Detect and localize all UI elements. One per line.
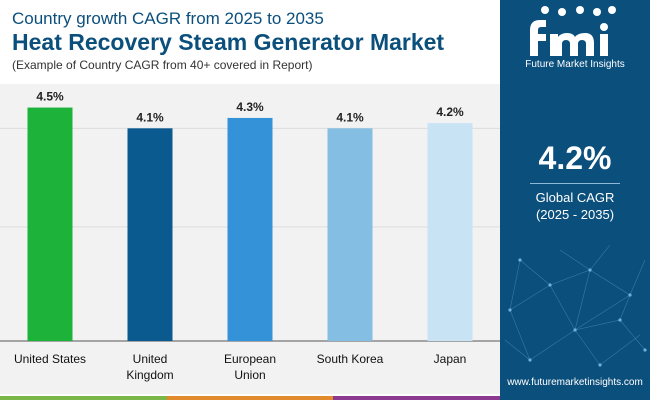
- global-cagr-period: (2025 - 2035): [535, 207, 615, 222]
- footer-stripe: [0, 396, 501, 400]
- fmi-logo-icon: [530, 6, 616, 56]
- bar-5: [427, 123, 473, 341]
- bar-1: [27, 107, 73, 341]
- x-tick-label-line: Japan: [434, 352, 467, 366]
- data-label-4: 4.1%: [336, 110, 364, 124]
- x-tick-label-1: United States: [14, 352, 86, 366]
- chart-subtitle: Country growth CAGR from 2025 to 2035: [12, 9, 324, 28]
- data-label-5: 4.2%: [436, 105, 464, 119]
- x-tick-label-3: European Union: [224, 352, 276, 382]
- global-cagr-label: Global CAGR: [535, 190, 615, 205]
- cagr-divider: [530, 183, 620, 184]
- chart-title: Heat Recovery Steam Generator Market: [12, 29, 445, 55]
- x-tick-label-line: United: [133, 352, 168, 366]
- header: Country growth CAGR from 2025 to 2035 He…: [0, 0, 500, 80]
- x-tick-label-5: Japan: [434, 352, 467, 366]
- website-link[interactable]: www.futuremarketinsights.com: [507, 377, 643, 388]
- footer-stripe-green: [0, 396, 167, 400]
- x-tick-label-2: United Kingdom: [126, 352, 173, 382]
- chart-note: (Example of Country CAGR from 40+ covere…: [12, 58, 313, 72]
- sidebar: Future Market Insights 4.2% Global CAGR …: [500, 0, 650, 400]
- bar-2: [127, 128, 173, 341]
- data-label-3: 4.3%: [236, 100, 264, 114]
- data-label-2: 4.1%: [136, 110, 164, 124]
- bar-chart: 4.5% United States 4.1% United Kingdom 4.3% Eu…: [0, 90, 500, 382]
- logo-text: Future Market Insights: [525, 59, 625, 70]
- footer-stripe-purple: [333, 396, 501, 400]
- x-tick-label-line: European: [224, 352, 276, 366]
- footer-stripe-orange: [166, 396, 334, 400]
- x-tick-label-line: Kingdom: [126, 368, 173, 382]
- bar-3: [227, 117, 273, 341]
- data-label-1: 4.5%: [36, 90, 64, 104]
- chart-panel: 4.5% United States 4.1% United Kingdom 4.3% Eu…: [0, 84, 500, 394]
- x-tick-label-line: United States: [14, 352, 86, 366]
- x-tick-label-line: South Korea: [317, 352, 384, 366]
- x-tick-label-4: South Korea: [317, 352, 384, 366]
- bar-4: [327, 128, 373, 341]
- global-cagr-value: 4.2%: [538, 140, 612, 176]
- x-tick-label-line: Union: [234, 368, 265, 382]
- network-graphic-icon: [504, 244, 647, 367]
